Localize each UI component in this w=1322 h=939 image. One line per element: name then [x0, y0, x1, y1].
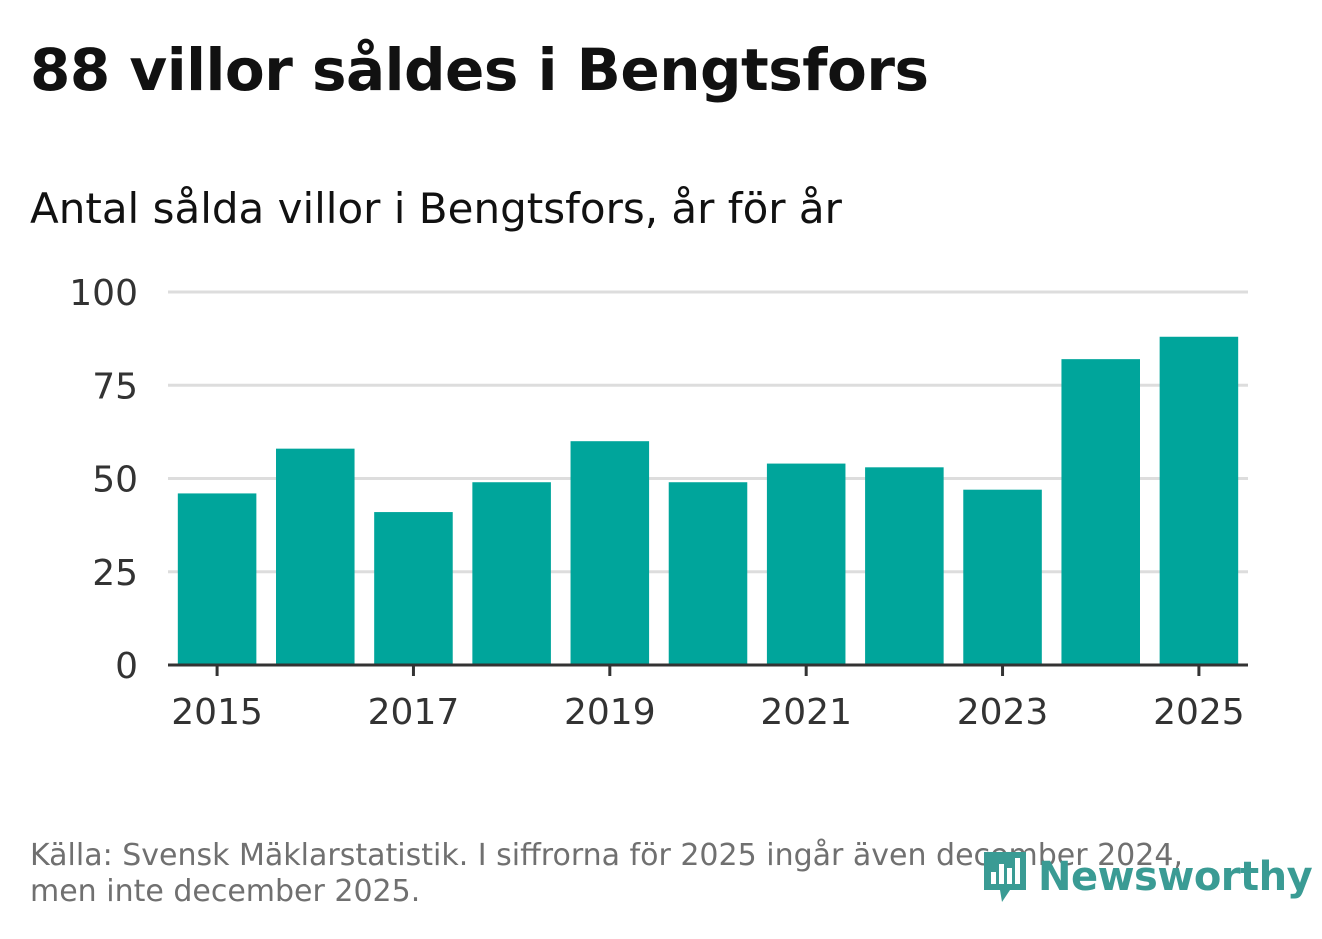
x-tick-label: 2025 — [1153, 692, 1245, 733]
bar-2019 — [570, 441, 650, 665]
bar-2017 — [374, 512, 453, 665]
y-tick-label: 25 — [92, 553, 138, 594]
bar-2021 — [766, 463, 846, 665]
x-tick-label: 2015 — [171, 692, 263, 733]
x-tick-label: 2017 — [368, 692, 460, 733]
bar-2016 — [276, 448, 355, 665]
bar-2024 — [1061, 359, 1140, 665]
bar-2018 — [472, 482, 551, 665]
newsworthy-logo-icon — [984, 852, 1026, 902]
chart-title: 88 villor såldes i Bengtsfors — [30, 36, 929, 104]
bars — [177, 336, 1239, 665]
y-axis-ticks: 0 25 50 75 100 — [69, 273, 138, 687]
y-tick-label: 0 — [115, 646, 138, 687]
x-tick-label: 2023 — [957, 692, 1049, 733]
bar-2023 — [963, 489, 1042, 665]
logo-text: Newsworthy — [1038, 854, 1313, 900]
y-tick-label: 50 — [92, 460, 138, 501]
bar-2025 — [1159, 336, 1239, 665]
newsworthy-logo: Newsworthy — [980, 846, 1313, 908]
y-tick-label: 75 — [92, 366, 138, 407]
bar-chart: 0 25 50 75 100 2015 2017 2019 2021 2023 2025 — [69, 273, 1248, 733]
x-tick-label: 2021 — [760, 692, 852, 733]
y-tick-label: 100 — [69, 273, 138, 314]
x-axis-ticks: 2015 2017 2019 2021 2023 2025 — [171, 665, 1245, 733]
bar-2020 — [668, 482, 748, 665]
source-line-2: men inte december 2025. — [30, 874, 421, 909]
bar-2022 — [865, 467, 944, 665]
bar-2015 — [177, 493, 257, 665]
x-tick-label: 2019 — [564, 692, 656, 733]
chart-subtitle: Antal sålda villor i Bengtsfors, år för … — [30, 184, 842, 233]
